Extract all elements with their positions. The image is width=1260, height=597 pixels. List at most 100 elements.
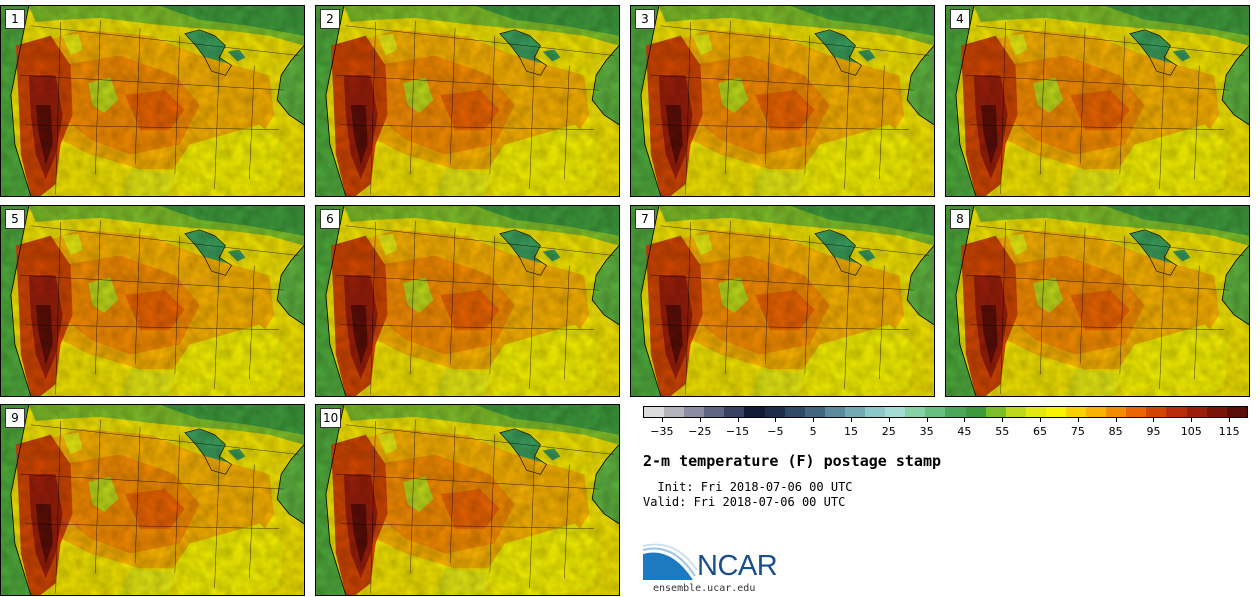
member-label: 2 <box>320 9 340 29</box>
colorbar-tick-label: 65 <box>1033 425 1048 438</box>
colorbar-swatch <box>1166 407 1187 417</box>
colorbar-tick <box>1040 418 1042 422</box>
colorbar-swatch <box>684 407 705 417</box>
colorbar-swatch <box>865 407 886 417</box>
member-label: 9 <box>5 408 25 428</box>
colorbar-tick <box>813 418 815 422</box>
temperature-map <box>316 206 619 396</box>
colorbar-swatch <box>885 407 906 417</box>
colorbar-swatch <box>1045 407 1066 417</box>
colorbar-swatch <box>905 407 926 417</box>
member-map-10: 10 <box>315 404 620 596</box>
temperature-map <box>1 206 304 396</box>
colorbar-ticks: −35 −25 −15 −5 5 15 25 35 45 55 65 75 85 95 105 115 <box>643 418 1248 440</box>
member-label: 6 <box>320 209 340 229</box>
colorbar-tick <box>1077 418 1079 422</box>
colorbar-swatch <box>764 407 785 417</box>
member-label: 10 <box>320 408 342 428</box>
colorbar-swatch <box>664 407 685 417</box>
colorbar-swatch <box>1186 407 1207 417</box>
colorbar-tick-label: 115 <box>1218 425 1240 438</box>
colorbar-tick-label: 35 <box>919 425 934 438</box>
member-map-7: 7 <box>630 205 935 397</box>
member-map-1: 1 <box>0 5 305 197</box>
colorbar-tick-label: 95 <box>1146 425 1161 438</box>
colorbar-tick <box>775 418 777 422</box>
site-url: ensemble.ucar.edu <box>653 583 756 594</box>
colorbar-swatch <box>945 407 966 417</box>
colorbar-tick <box>737 418 739 422</box>
temperature-map <box>631 206 934 396</box>
member-label: 4 <box>950 9 970 29</box>
colorbar-swatch <box>644 407 665 417</box>
colorbar-tick-label: −5 <box>767 425 784 438</box>
colorbar-tick <box>1229 418 1231 422</box>
temperature-map <box>631 6 934 196</box>
member-label: 8 <box>950 209 970 229</box>
colorbar-swatch <box>985 407 1006 417</box>
temperature-map <box>946 6 1249 196</box>
colorbar-swatch <box>1126 407 1147 417</box>
member-label: 1 <box>5 9 25 29</box>
colorbar-tick-label: 15 <box>843 425 858 438</box>
colorbar-swatch <box>1226 407 1247 417</box>
colorbar-swatch <box>1065 407 1087 417</box>
colorbar-tick-label: −15 <box>725 425 750 438</box>
init-time: Init: Fri 2018-07-06 00 UTC <box>643 480 853 494</box>
member-map-3: 3 <box>630 5 935 197</box>
member-label: 5 <box>5 209 25 229</box>
member-label: 3 <box>635 9 655 29</box>
member-map-6: 6 <box>315 205 620 397</box>
colorbar-swatch <box>1025 407 1046 417</box>
temperature-map <box>946 206 1249 396</box>
colorbar-swatch <box>1146 407 1167 417</box>
temperature-map <box>316 6 619 196</box>
temperature-colorbar <box>643 406 1248 418</box>
colorbar-swatch <box>1206 407 1227 417</box>
colorbar-tick-label: 5 <box>809 425 817 438</box>
colorbar-swatch <box>724 407 745 417</box>
colorbar-tick-label: −25 <box>688 425 712 438</box>
colorbar-tick-label: 45 <box>957 425 972 438</box>
colorbar-swatch <box>1106 407 1127 417</box>
colorbar-tick <box>888 418 890 422</box>
colorbar-swatch <box>1005 407 1026 417</box>
colorbar-swatch <box>804 407 825 417</box>
colorbar-tick <box>1153 418 1155 422</box>
colorbar-swatch <box>965 407 986 417</box>
colorbar-swatch <box>844 407 866 417</box>
member-map-8: 8 <box>945 205 1250 397</box>
colorbar-tick <box>926 418 928 422</box>
colorbar-swatch <box>925 407 946 417</box>
colorbar-tick <box>850 418 852 422</box>
colorbar-swatch <box>824 407 845 417</box>
temperature-map <box>316 405 619 595</box>
colorbar-tick-label: 85 <box>1108 425 1123 438</box>
chart-title: 2-m temperature (F) postage stamp <box>643 452 942 470</box>
member-map-4: 4 <box>945 5 1250 197</box>
colorbar-tick <box>1115 418 1117 422</box>
ncar-logo <box>643 540 698 580</box>
colorbar-tick-label: 25 <box>881 425 896 438</box>
temperature-map <box>1 405 304 595</box>
colorbar-tick-label: −35 <box>650 425 674 438</box>
ncar-swoosh-icon <box>643 552 693 580</box>
colorbar-swatch <box>784 407 805 417</box>
colorbar-tick <box>964 418 966 422</box>
colorbar-tick <box>1002 418 1004 422</box>
colorbar-tick-label: 55 <box>995 425 1010 438</box>
colorbar-tick-label: 75 <box>1070 425 1085 438</box>
member-map-5: 5 <box>0 205 305 397</box>
colorbar-tick <box>1191 418 1193 422</box>
valid-time: Valid: Fri 2018-07-06 00 UTC <box>643 495 846 509</box>
member-map-9: 9 <box>0 404 305 596</box>
colorbar-swatch <box>744 407 765 417</box>
member-label: 7 <box>635 209 655 229</box>
member-map-2: 2 <box>315 5 620 197</box>
colorbar-swatch <box>704 407 725 417</box>
temperature-map <box>1 6 304 196</box>
colorbar-tick <box>699 418 701 422</box>
colorbar-tick <box>661 418 663 422</box>
colorbar-tick-label: 105 <box>1180 425 1202 438</box>
colorbar-swatch <box>1086 407 1107 417</box>
